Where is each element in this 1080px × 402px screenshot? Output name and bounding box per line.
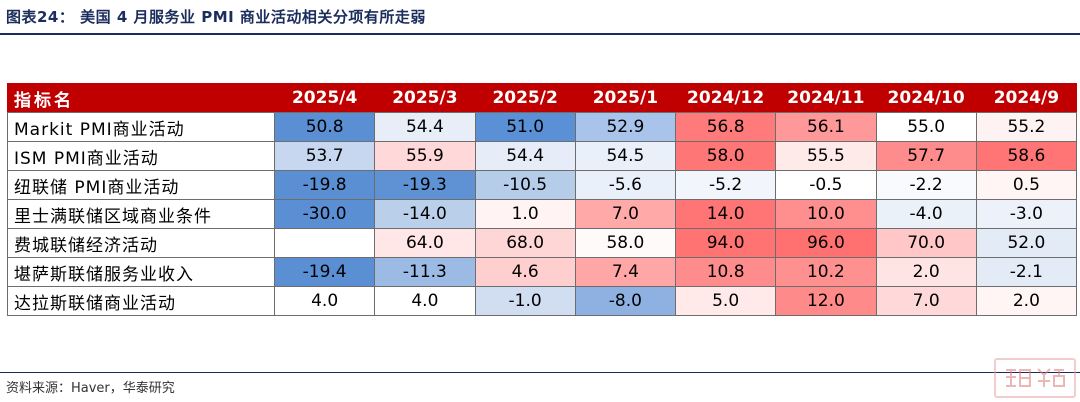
figure-title: 图表24： 美国 4 月服务业 PMI 商业活动相关分项有所走弱 <box>6 8 426 26</box>
pmi-heatmap-table: 指标名 2025/4 2025/3 2025/2 2025/1 2024/12 … <box>7 83 1078 316</box>
value-cell: -5.6 <box>574 170 677 200</box>
value-cell: 4.0 <box>273 286 376 316</box>
value-cell: 51.0 <box>474 112 576 142</box>
table-row: 达拉斯联储商业活动 4.0 4.0 -1.0 -8.0 5.0 12.0 7.0 2.0 <box>7 286 1078 316</box>
header-month: 2025/1 <box>574 83 677 113</box>
value-cell: 64.0 <box>374 228 476 258</box>
value-cell: 54.5 <box>574 141 677 171</box>
value-cell: 12.0 <box>775 286 877 316</box>
row-label: 里士满联储区域商业条件 <box>7 199 275 229</box>
header-indicator-name: 指标名 <box>7 83 275 113</box>
title-divider <box>0 33 1080 35</box>
value-cell: -10.5 <box>474 170 576 200</box>
value-cell: 7.0 <box>574 199 677 229</box>
value-cell: -19.8 <box>273 170 376 200</box>
value-cell: -30.0 <box>273 199 376 229</box>
header-month: 2024/11 <box>775 83 877 113</box>
header-month: 2024/9 <box>975 83 1078 113</box>
header-month: 2024/12 <box>674 83 777 113</box>
table-row: Markit PMI商业活动 50.8 54.4 51.0 52.9 56.8 56.1 55… <box>7 112 1078 142</box>
value-cell: -2.2 <box>875 170 977 200</box>
value-cell: 68.0 <box>474 228 576 258</box>
row-label: ISM PMI商业活动 <box>7 141 275 171</box>
value-cell: -8.0 <box>574 286 677 316</box>
value-cell: -3.0 <box>975 199 1078 229</box>
value-cell: -14.0 <box>374 199 476 229</box>
header-month: 2025/2 <box>474 83 576 113</box>
value-cell: 54.4 <box>474 141 576 171</box>
value-cell: 56.1 <box>775 112 877 142</box>
value-cell: 4.0 <box>374 286 476 316</box>
row-label: 堪萨斯联储服务业收入 <box>7 257 275 287</box>
value-cell: 55.0 <box>875 112 977 142</box>
value-cell: 70.0 <box>875 228 977 258</box>
value-cell: 55.2 <box>975 112 1078 142</box>
row-label: 费城联储经济活动 <box>7 228 275 258</box>
value-cell: 55.5 <box>775 141 877 171</box>
value-cell: -11.3 <box>374 257 476 287</box>
table-header-row: 指标名 2025/4 2025/3 2025/2 2025/1 2024/12 … <box>7 83 1078 113</box>
value-cell: 0.5 <box>975 170 1078 200</box>
value-cell: 10.2 <box>775 257 877 287</box>
header-month: 2024/10 <box>875 83 977 113</box>
value-cell: 14.0 <box>674 199 777 229</box>
value-cell: 57.7 <box>875 141 977 171</box>
value-cell: 10.0 <box>775 199 877 229</box>
value-cell: 52.0 <box>975 228 1078 258</box>
value-cell: 7.4 <box>574 257 677 287</box>
value-cell: 58.0 <box>674 141 777 171</box>
value-cell: 94.0 <box>674 228 777 258</box>
value-cell: 4.6 <box>474 257 576 287</box>
row-label: Markit PMI商业活动 <box>7 112 275 142</box>
value-cell: -5.2 <box>674 170 777 200</box>
value-cell: 55.9 <box>374 141 476 171</box>
header-month: 2025/4 <box>273 83 376 113</box>
value-cell: -2.1 <box>975 257 1078 287</box>
value-cell: -19.3 <box>374 170 476 200</box>
value-cell: 7.0 <box>875 286 977 316</box>
value-cell: 1.0 <box>474 199 576 229</box>
header-month: 2025/3 <box>374 83 476 113</box>
value-cell: -19.4 <box>273 257 376 287</box>
value-cell: 2.0 <box>875 257 977 287</box>
table-row: 里士满联储区域商业条件 -30.0 -14.0 1.0 7.0 14.0 10.0 -4.0-… <box>7 199 1078 229</box>
value-cell: 54.4 <box>374 112 476 142</box>
footer-divider <box>0 372 1080 373</box>
table-row: 堪萨斯联储服务业收入 -19.4 -11.3 4.6 7.4 10.8 10.2 2.0 -2.… <box>7 257 1078 287</box>
value-cell: 96.0 <box>775 228 877 258</box>
value-cell: 50.8 <box>273 112 376 142</box>
value-cell: 58.0 <box>574 228 677 258</box>
value-cell: 53.7 <box>273 141 376 171</box>
value-cell: 10.8 <box>674 257 777 287</box>
value-cell <box>273 228 376 258</box>
value-cell: 58.6 <box>975 141 1078 171</box>
table-row: ISM PMI商业活动 53.7 55.9 54.4 54.5 58.0 55.5 57.7 5… <box>7 141 1078 171</box>
table-row: 纽联储 PMI商业活动 -19.8 -19.3 -10.5 -5.6 -5.2 -0.5 -2… <box>7 170 1078 200</box>
value-cell: -4.0 <box>875 199 977 229</box>
table-row: 费城联储经济活动 64.0 68.0 58.0 94.0 96.0 70.0 52.0 <box>7 228 1078 258</box>
source-note: 资料来源：Haver，华泰研究 <box>6 381 175 396</box>
value-cell: 52.9 <box>574 112 677 142</box>
row-label: 达拉斯联储商业活动 <box>7 286 275 316</box>
value-cell: -1.0 <box>474 286 576 316</box>
value-cell: 56.8 <box>674 112 777 142</box>
row-label: 纽联储 PMI商业活动 <box>7 170 275 200</box>
value-cell: 5.0 <box>674 286 777 316</box>
value-cell: -0.5 <box>775 170 877 200</box>
value-cell: 2.0 <box>975 286 1078 316</box>
htsc-logo-icon <box>994 358 1076 398</box>
